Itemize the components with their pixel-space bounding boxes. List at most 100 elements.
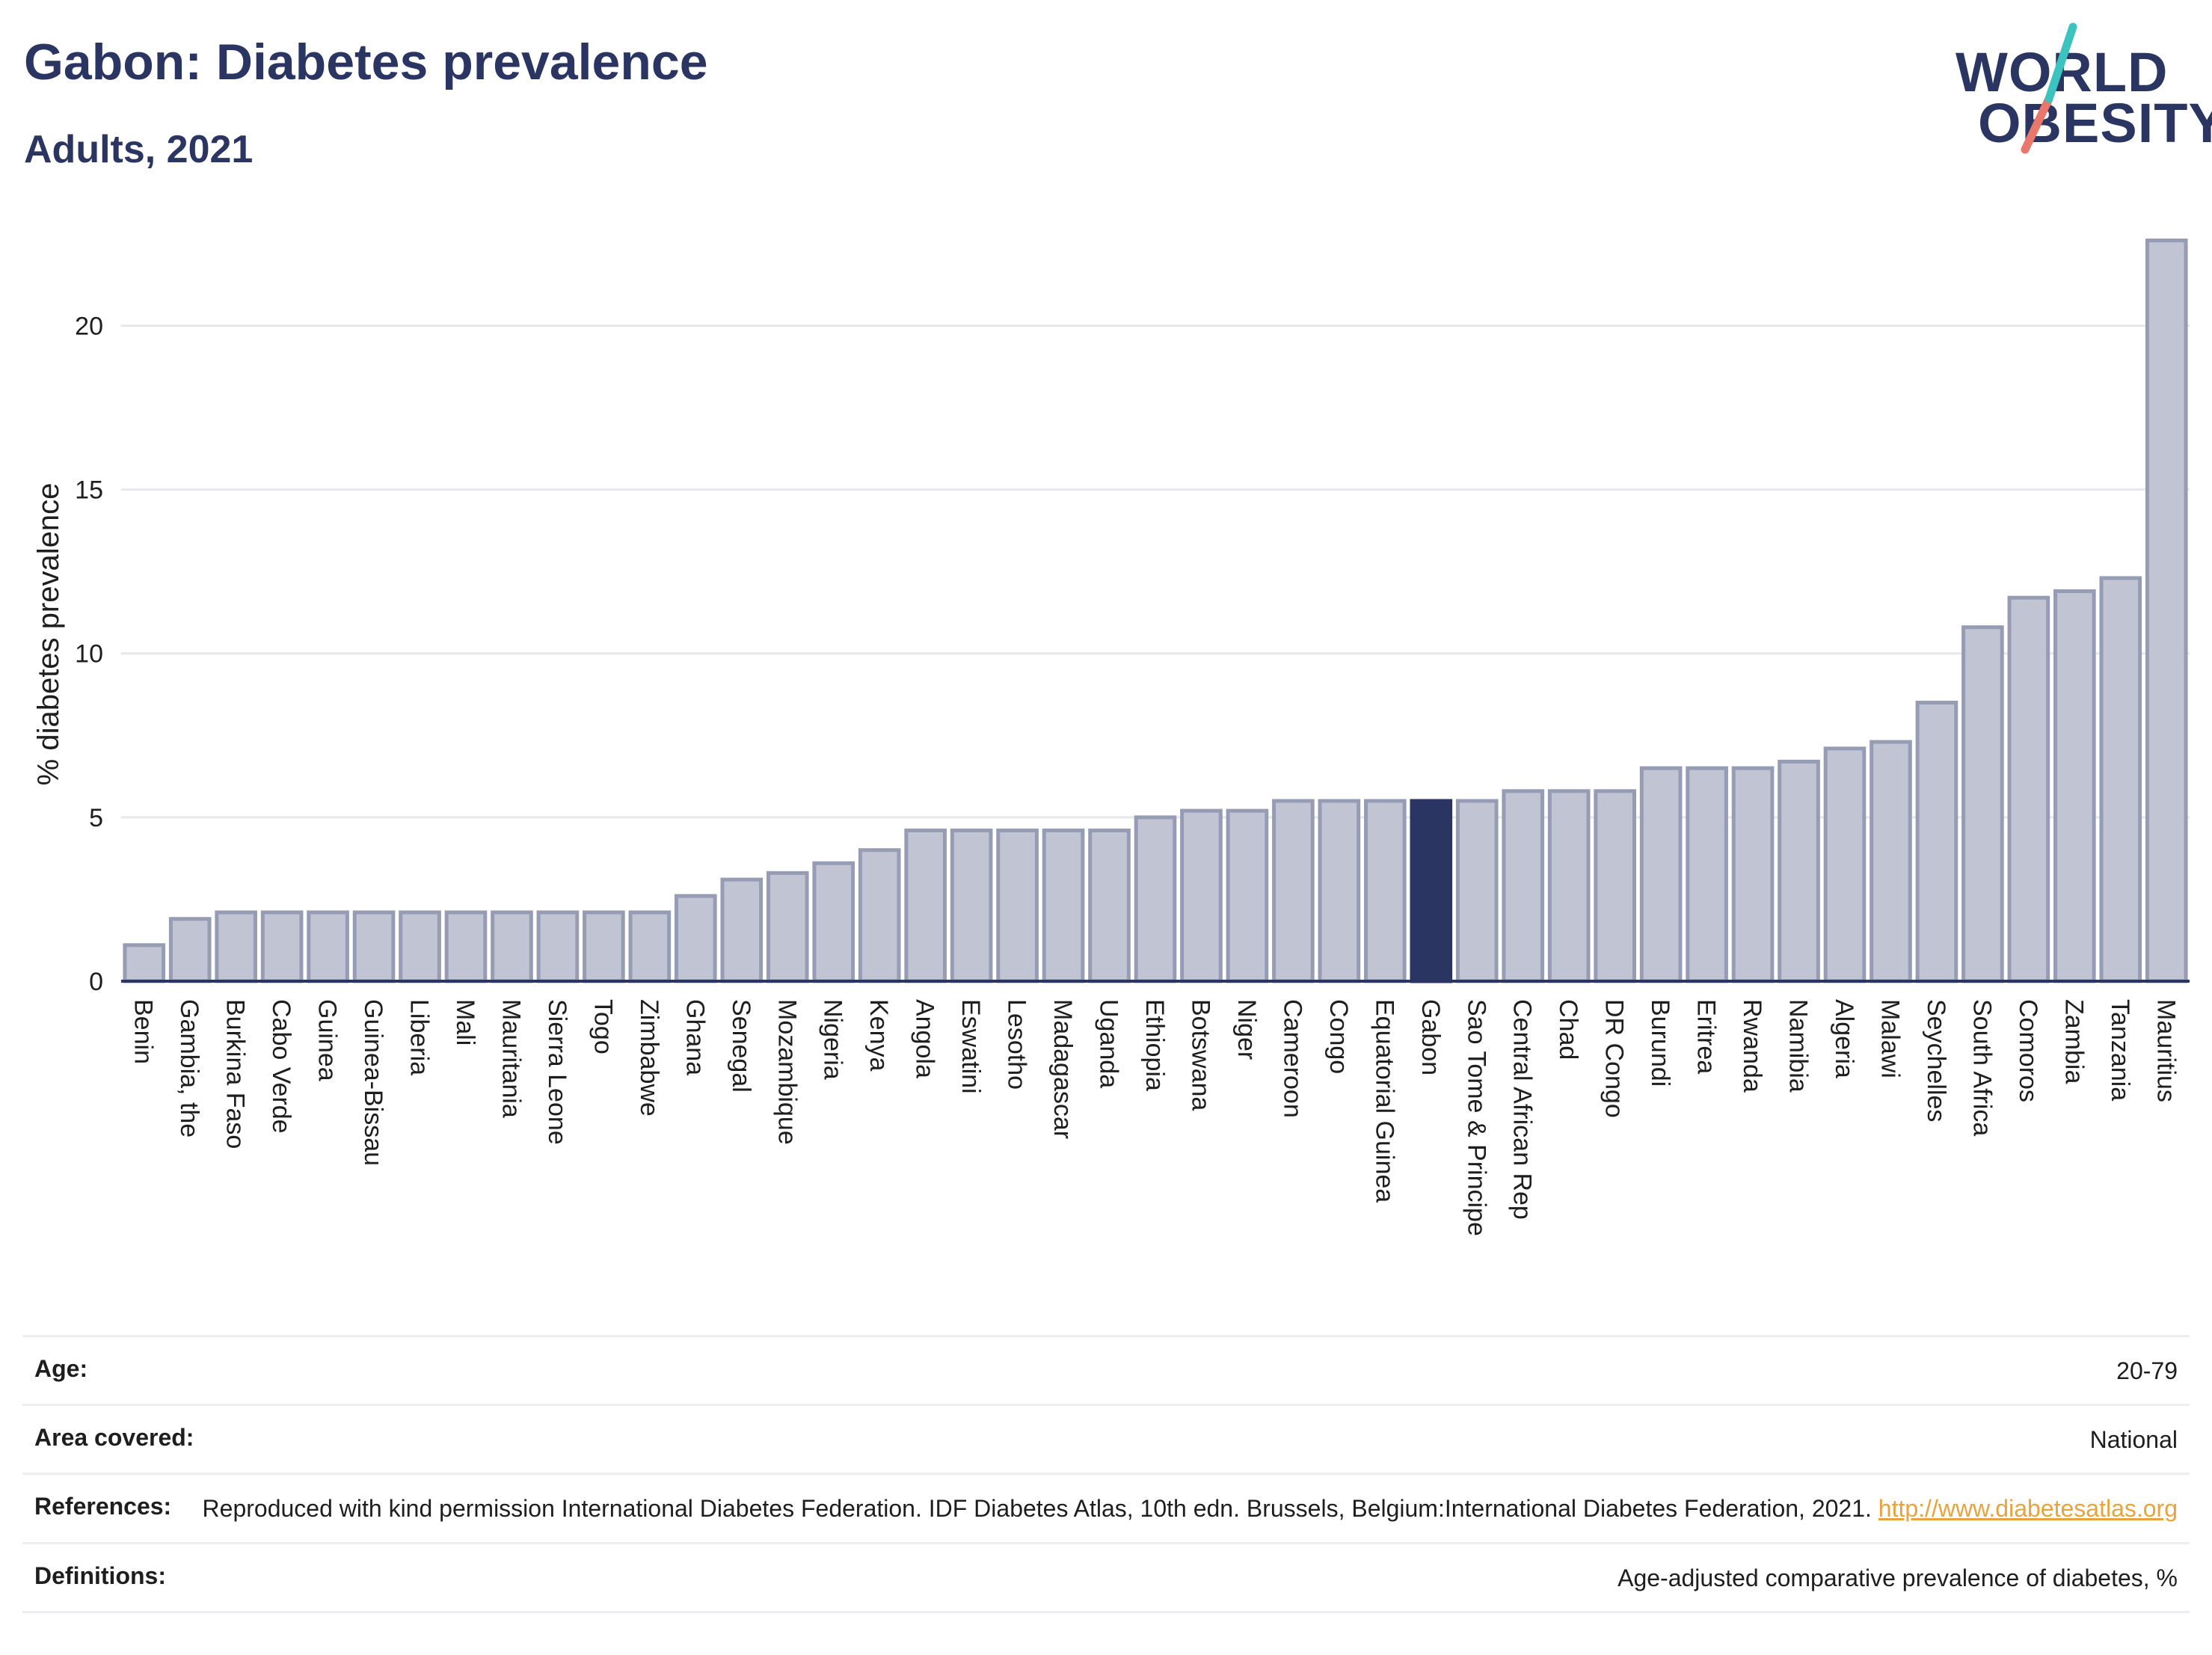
bar bbox=[675, 894, 717, 983]
x-tick-label: Mozambique bbox=[772, 999, 801, 1145]
x-tick-label: Botswana bbox=[1186, 999, 1214, 1111]
bar bbox=[168, 917, 212, 983]
x-tick-label: Zimbabwe bbox=[635, 999, 663, 1117]
x-tick-label: Niger bbox=[1232, 999, 1261, 1060]
x-tick-label: Ethiopia bbox=[1140, 999, 1169, 1091]
bar bbox=[1318, 799, 1361, 983]
bar bbox=[628, 910, 672, 983]
x-tick-label: Uganda bbox=[1095, 999, 1123, 1088]
x-tick-label: South Africa bbox=[1967, 999, 1996, 1136]
x-tick-label: Malawi bbox=[1875, 999, 1904, 1078]
info-value-text: Age-adjusted comparative prevalence of d… bbox=[1617, 1564, 2178, 1591]
bar bbox=[2053, 589, 2096, 983]
x-tick-label: Sao Tome & Principe bbox=[1462, 999, 1490, 1236]
bar bbox=[1134, 815, 1177, 983]
bar bbox=[858, 848, 901, 983]
chart-subtitle: Adults, 2021 bbox=[24, 128, 254, 171]
x-tick-label: Eswatini bbox=[956, 999, 985, 1094]
x-tick-label: Central African Rep bbox=[1508, 999, 1537, 1220]
info-value: 20-79 bbox=[2116, 1355, 2178, 1387]
x-tick-label: Cabo Verde bbox=[267, 999, 295, 1134]
x-tick-label: Gabon bbox=[1416, 999, 1445, 1075]
x-tick-label: Namibia bbox=[1784, 999, 1813, 1093]
chart-title: Gabon: Diabetes prevalence bbox=[24, 34, 708, 90]
bar bbox=[1915, 700, 1958, 983]
info-table: Age: 20-79 Area covered: National References… bbox=[22, 1335, 2190, 1613]
bar bbox=[399, 910, 441, 983]
bar bbox=[2007, 595, 2050, 983]
info-row: Area covered: National bbox=[22, 1404, 2190, 1473]
bar bbox=[950, 828, 993, 983]
info-value-text: Reproduced with kind permission Internat… bbox=[202, 1495, 1872, 1523]
x-tick-label: Cameroon bbox=[1278, 999, 1306, 1118]
bar bbox=[215, 910, 257, 983]
x-tick-label: Algeria bbox=[1830, 999, 1858, 1078]
bar bbox=[1272, 799, 1315, 983]
y-tick-label: 0 bbox=[89, 968, 103, 996]
x-tick-label: Congo bbox=[1324, 999, 1353, 1074]
x-tick-label: Kenya bbox=[864, 999, 893, 1071]
bar-chart: 0 5 10 15 20 % diabetes prevalence Benin Gambia… bbox=[32, 239, 2190, 1236]
bar bbox=[904, 828, 947, 983]
bar bbox=[1088, 828, 1131, 983]
x-tick-label: Burkina Faso bbox=[221, 999, 250, 1149]
bar bbox=[491, 910, 533, 983]
bar bbox=[1364, 799, 1407, 983]
bar bbox=[352, 910, 396, 983]
bar bbox=[1455, 799, 1499, 983]
info-row: Definitions: Age-adjusted comparative pre… bbox=[22, 1541, 2190, 1613]
x-tick-label: Seychelles bbox=[1922, 999, 1950, 1122]
x-tick-label: Lesotho bbox=[1003, 999, 1031, 1090]
x-tick-label: Senegal bbox=[727, 999, 755, 1093]
x-tick-label: Burundi bbox=[1646, 999, 1674, 1087]
x-tick-label: Benin bbox=[129, 999, 158, 1064]
world-obesity-logo[interactable]: WORLD OBESITY bbox=[1944, 15, 2212, 165]
reference-link[interactable]: http://www.diabetesatlas.org bbox=[1878, 1495, 2178, 1523]
x-tick-label: Angola bbox=[911, 999, 939, 1078]
bar bbox=[1731, 766, 1775, 983]
bar bbox=[812, 861, 855, 983]
y-axis-title: % diabetes prevalence bbox=[32, 483, 65, 786]
y-tick-label: 20 bbox=[75, 312, 103, 340]
x-tick-label: Rwanda bbox=[1738, 999, 1766, 1093]
bar bbox=[1502, 789, 1545, 983]
x-tick-label: Mauritania bbox=[497, 999, 525, 1118]
bar bbox=[766, 871, 809, 983]
x-tick-label: Tanzania bbox=[2106, 999, 2134, 1101]
bar bbox=[2099, 576, 2142, 983]
bar bbox=[1547, 789, 1591, 983]
info-value-text: 20-79 bbox=[2116, 1357, 2178, 1384]
bar bbox=[2145, 239, 2188, 983]
x-tick-label: Nigeria bbox=[819, 999, 847, 1080]
bar bbox=[1823, 746, 1867, 983]
bar bbox=[1961, 625, 2004, 983]
info-label: References: bbox=[34, 1493, 172, 1520]
bar bbox=[1594, 789, 1636, 983]
bar bbox=[260, 910, 304, 983]
x-tick-label: Comoros bbox=[2014, 999, 2042, 1102]
x-tick-label: Chad bbox=[1554, 999, 1582, 1060]
bar bbox=[444, 910, 488, 983]
x-tick-label: Guinea bbox=[313, 999, 342, 1081]
info-value: Age-adjusted comparative prevalence of d… bbox=[1617, 1562, 2178, 1594]
info-value-text: National bbox=[2089, 1426, 2178, 1454]
bar bbox=[1778, 759, 1820, 983]
bar bbox=[720, 877, 764, 983]
info-label: Age: bbox=[34, 1355, 88, 1382]
logo-line-2: OBESITY bbox=[1978, 92, 2212, 154]
bar bbox=[123, 943, 166, 983]
info-label: Area covered: bbox=[34, 1424, 194, 1452]
y-tick-label: 10 bbox=[75, 640, 103, 669]
bar-highlighted bbox=[1410, 799, 1453, 983]
x-tick-label: Eritrea bbox=[1692, 999, 1721, 1074]
x-tick-label: Guinea-Bissau bbox=[359, 999, 387, 1166]
bar bbox=[307, 910, 349, 983]
bar bbox=[1226, 808, 1269, 983]
bar bbox=[1870, 740, 1912, 983]
x-tick-label: Mauritius bbox=[2151, 999, 2180, 1102]
x-tick-label: Ghana bbox=[681, 999, 709, 1075]
x-tick-label: Zambia bbox=[2059, 999, 2088, 1084]
bar bbox=[1042, 828, 1085, 983]
x-tick-label: Madagascar bbox=[1048, 999, 1077, 1139]
info-row: Age: 20-79 bbox=[22, 1335, 2190, 1404]
